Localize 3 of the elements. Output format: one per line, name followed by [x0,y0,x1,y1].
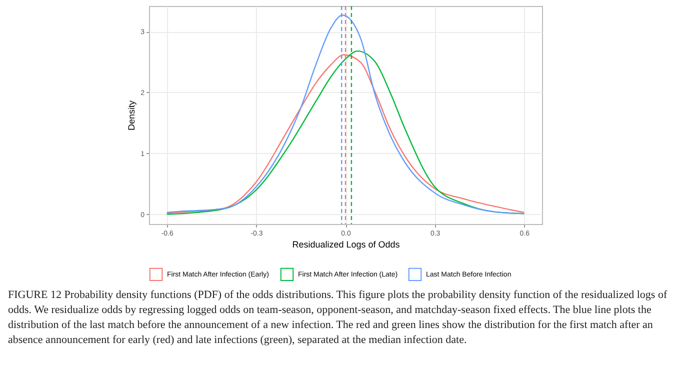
y-axis-title: Density [126,100,137,131]
x-axis-title: Residualized Logs of Odds [292,240,400,250]
caption: FIGURE 12 Probability density functions (PDF) of the odds distributions. This figure plots the probability density function of the residualized logs of odds. We residualize odds by regressing logged odds on team-season, opponent-season, and matchday-season fixed effects. The blue line plots the distribution of the last match before the announcement of a new infection. The red and green lines show the distribution for the first match after an absence announcement for early (red) and late infections (green), separated at the median infection date. [8,288,668,348]
